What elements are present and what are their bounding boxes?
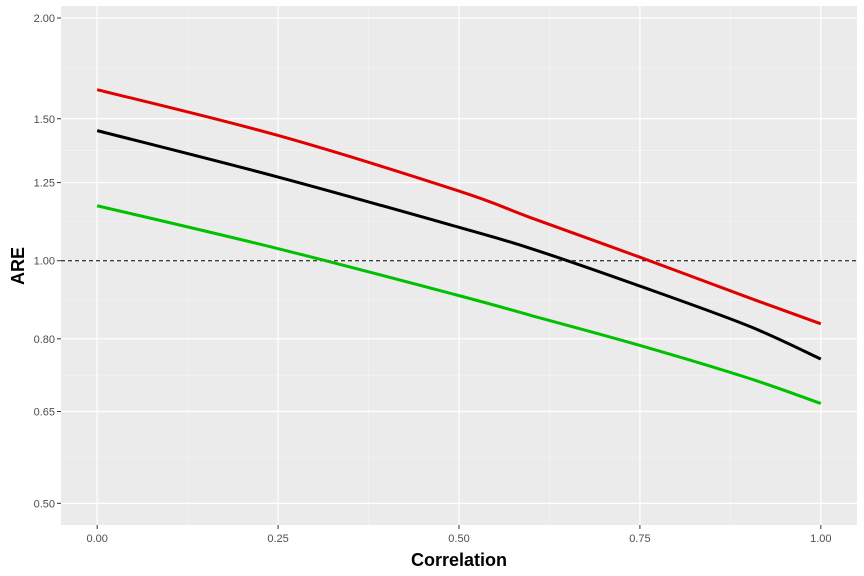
y-axis-title: ARE	[8, 247, 28, 285]
x-tick-label: 0.50	[448, 533, 469, 545]
y-tick-label: 1.25	[34, 178, 55, 190]
y-tick-label: 0.65	[34, 406, 55, 418]
y-axis-ticks: 0.50 0.65 0.80 1.00 1.25 1.50 2.00	[34, 13, 61, 510]
x-axis-ticks: 0.00 0.25 0.50 0.75 1.00	[86, 525, 832, 545]
x-tick-label: 0.00	[86, 533, 107, 545]
x-tick-label: 1.00	[810, 533, 831, 545]
x-axis-title: Correlation	[411, 550, 507, 570]
series-line-3	[96, 204, 822, 405]
x-tick-label: 0.75	[629, 533, 650, 545]
x-tick-label: 0.25	[267, 533, 288, 545]
grid	[61, 6, 857, 525]
y-tick-label: 0.50	[34, 498, 55, 510]
series-line-2	[96, 129, 822, 361]
series-lines	[96, 88, 822, 405]
y-tick-label: 1.50	[34, 114, 55, 126]
y-tick-label: 2.00	[34, 13, 55, 25]
y-tick-label: 1.00	[34, 256, 55, 268]
y-tick-label: 0.80	[34, 334, 55, 346]
series-line-1	[96, 88, 822, 326]
